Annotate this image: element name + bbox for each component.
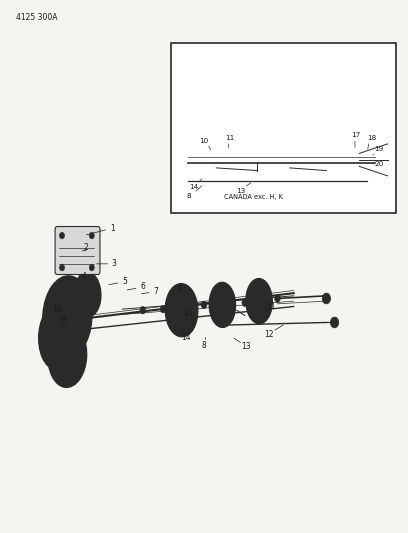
Text: 18: 18 — [367, 135, 376, 141]
Ellipse shape — [214, 289, 231, 320]
Circle shape — [242, 299, 248, 306]
Text: 19: 19 — [374, 146, 383, 152]
Text: 16: 16 — [52, 305, 62, 313]
Ellipse shape — [193, 140, 215, 180]
Bar — [171, 43, 396, 213]
Ellipse shape — [246, 279, 273, 324]
Text: 7: 7 — [153, 287, 158, 295]
Text: 11: 11 — [225, 135, 234, 141]
Text: 4125 300A: 4125 300A — [16, 13, 58, 22]
Ellipse shape — [79, 279, 96, 310]
Ellipse shape — [263, 143, 284, 177]
Ellipse shape — [251, 286, 268, 317]
Ellipse shape — [165, 284, 198, 337]
Text: 17: 17 — [351, 132, 360, 139]
Ellipse shape — [49, 285, 86, 349]
Text: CANADA exc. H, K: CANADA exc. H, K — [224, 194, 282, 200]
Text: 15: 15 — [58, 317, 68, 326]
Circle shape — [160, 305, 166, 313]
Ellipse shape — [170, 291, 193, 329]
FancyBboxPatch shape — [55, 227, 100, 274]
Circle shape — [331, 156, 338, 164]
Circle shape — [307, 156, 313, 164]
Ellipse shape — [43, 276, 92, 358]
Ellipse shape — [209, 282, 236, 327]
Text: 13: 13 — [236, 188, 245, 194]
Text: 10: 10 — [200, 138, 208, 144]
Text: 1: 1 — [110, 224, 115, 232]
Ellipse shape — [52, 324, 66, 348]
Circle shape — [322, 293, 330, 304]
Circle shape — [201, 301, 207, 309]
Circle shape — [89, 264, 94, 271]
Circle shape — [282, 156, 289, 164]
Circle shape — [330, 317, 339, 328]
Ellipse shape — [196, 144, 212, 176]
Ellipse shape — [61, 345, 73, 366]
Ellipse shape — [266, 147, 281, 173]
Text: 3: 3 — [112, 260, 117, 268]
Circle shape — [174, 301, 189, 320]
Circle shape — [275, 295, 280, 302]
Circle shape — [89, 232, 94, 239]
Text: 14: 14 — [189, 183, 198, 190]
Text: 2: 2 — [83, 243, 88, 252]
Text: 5: 5 — [122, 277, 127, 286]
Ellipse shape — [335, 144, 351, 175]
Text: 10: 10 — [183, 309, 193, 318]
Text: 9: 9 — [176, 286, 181, 294]
Circle shape — [140, 306, 146, 314]
Ellipse shape — [57, 300, 78, 335]
Text: 4: 4 — [81, 272, 86, 280]
Circle shape — [233, 156, 240, 164]
Circle shape — [60, 232, 64, 239]
Ellipse shape — [74, 272, 101, 317]
Text: 8: 8 — [186, 193, 191, 199]
Text: 13: 13 — [241, 342, 251, 351]
Ellipse shape — [48, 324, 87, 387]
Text: 11: 11 — [266, 302, 276, 311]
Text: 6: 6 — [140, 282, 145, 291]
Text: 8: 8 — [202, 341, 206, 350]
Ellipse shape — [45, 311, 73, 360]
Text: 20: 20 — [375, 161, 384, 167]
Circle shape — [258, 156, 264, 164]
Text: 14: 14 — [181, 334, 191, 342]
Ellipse shape — [54, 333, 81, 378]
Text: 12: 12 — [264, 330, 274, 339]
Ellipse shape — [39, 301, 80, 370]
Circle shape — [60, 264, 64, 271]
